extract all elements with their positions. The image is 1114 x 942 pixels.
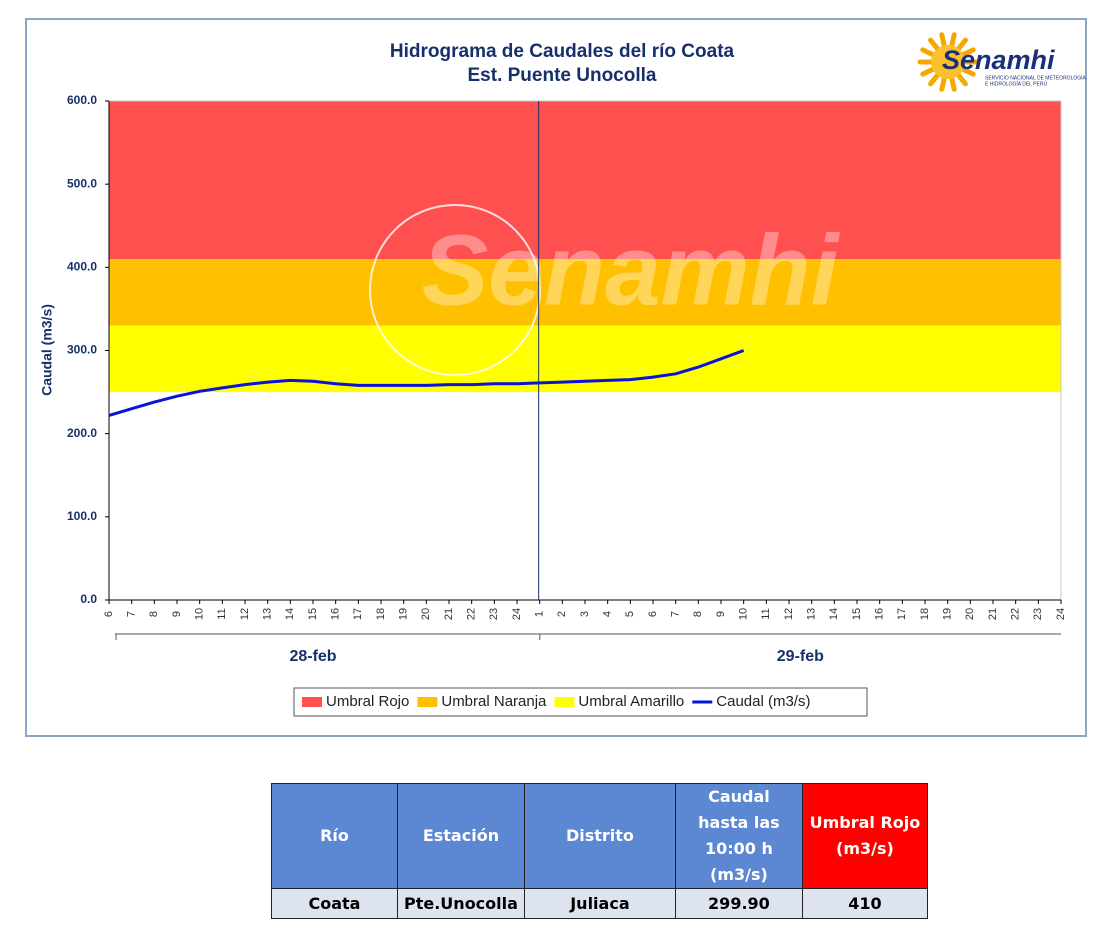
x-tick-label: 9 (171, 611, 183, 617)
x-tick-label: 17 (352, 608, 364, 620)
logo-ray (939, 32, 947, 49)
x-tick-label: 10 (738, 608, 750, 620)
data-row: Coata Pte.Unocolla Juliaca 299.90 410 (271, 888, 928, 919)
cell: 299.90 (674, 888, 803, 919)
x-tick-label: 6 (103, 611, 115, 617)
caudal-line (108, 349, 745, 417)
x-tick-label: 21 (443, 608, 455, 620)
watermark-sun (369, 204, 541, 376)
x-tick-label: 18 (375, 608, 387, 620)
group-label: 29-feb (777, 648, 824, 665)
x-tick-label: 22 (466, 608, 478, 620)
y-tick-label: 500.0 (67, 176, 97, 190)
cell: Pte.Unocolla (397, 888, 525, 919)
y-tick-label: 200.0 (67, 426, 97, 440)
x-tick-label: 12 (783, 608, 795, 620)
x-tick-label: 7 (126, 611, 138, 617)
logo-ray (920, 66, 937, 77)
x-tick-label: 18 (919, 608, 931, 620)
header-row: Río Estación Distrito Caudal hasta las 1… (271, 783, 928, 889)
x-tick-label: 9 (715, 611, 727, 617)
x-tick-label: 20 (420, 608, 432, 620)
logo-ray (939, 75, 947, 92)
chart: Hidrograma de Caudales del río Coata Est.… (25, 18, 1087, 737)
x-tick-label: 16 (330, 608, 342, 620)
logo-ray (959, 47, 976, 58)
x-tick-label: 1 (534, 611, 546, 617)
x-tick-label: 5 (624, 611, 636, 617)
y-tick-label: 0.0 (80, 592, 97, 606)
logo-ray (920, 47, 937, 58)
y-tick-label: 400.0 (67, 260, 97, 274)
x-tick-label: 19 (942, 608, 954, 620)
cell: Coata (271, 888, 398, 919)
x-tick-label: 23 (1032, 608, 1044, 620)
x-tick-label: 2 (556, 611, 568, 617)
legend-swatch (302, 697, 322, 707)
x-tick-label: 19 (398, 608, 410, 620)
chart-title: Est. Puente Unocolla (468, 65, 657, 86)
logo-ray (928, 37, 941, 52)
cell: Juliaca (523, 888, 676, 919)
header-cell: Distrito (523, 783, 676, 889)
logo-ray (949, 32, 957, 49)
logo-name: Senamhi (942, 45, 1055, 75)
logo-subtitle: SERVICIO NACIONAL DE METEOROLOGÍA (985, 74, 1087, 81)
threshold-band (109, 101, 1061, 260)
x-tick-label: 13 (262, 608, 274, 620)
x-tick-label: 14 (284, 608, 296, 620)
x-tick-label: 22 (1010, 608, 1022, 620)
header-cell: Río (271, 783, 398, 889)
x-tick-label: 3 (579, 611, 591, 617)
x-tick-label: 10 (194, 608, 206, 620)
logo-ray (928, 72, 941, 87)
x-tick-label: 23 (488, 608, 500, 620)
legend-label: Umbral Rojo (326, 693, 409, 710)
x-tick-label: 11 (216, 608, 228, 619)
logo-ray (959, 66, 976, 77)
y-tick-label: 600.0 (67, 93, 97, 107)
x-tick-label: 24 (511, 608, 523, 620)
legend-label: Umbral Naranja (441, 693, 547, 710)
x-tick-label: 8 (148, 611, 160, 617)
x-tick-label: 12 (239, 608, 251, 620)
logo-sun (931, 45, 965, 79)
chart-title: Hidrograma de Caudales del río Coata (390, 41, 735, 62)
x-tick-label: 8 (692, 611, 704, 617)
group-label: 28-feb (289, 648, 336, 665)
x-tick-label: 20 (964, 608, 976, 620)
x-tick-label: 13 (806, 608, 818, 620)
header-cell: Estación (397, 783, 525, 889)
threshold-band (109, 259, 1061, 326)
logo-subtitle: E HIDROLOGÍA DEL PERÚ (985, 80, 1047, 87)
x-tick-label: 6 (647, 611, 659, 617)
watermark: Senamhi (422, 214, 841, 326)
logo-ray (955, 72, 968, 87)
summary-table: Río Estación Distrito Caudal hasta las 1… (271, 783, 928, 919)
x-tick-label: 24 (1055, 608, 1067, 620)
x-tick-label: 15 (851, 608, 863, 620)
logo-ray (955, 37, 968, 52)
x-tick-label: 14 (828, 608, 840, 620)
legend-swatch (554, 697, 575, 707)
x-tick-label: 4 (602, 611, 614, 617)
y-tick-label: 100.0 (67, 509, 97, 523)
legend-label: Umbral Amarillo (578, 693, 684, 710)
header-cell: Caudal hasta las 10:00 h (m3/s) (674, 783, 803, 889)
legend-box (293, 687, 868, 717)
header-cell: Umbral Rojo (m3/s) (801, 783, 928, 889)
legend-swatch (417, 697, 438, 707)
x-tick-label: 11 (760, 608, 772, 619)
cell: 410 (801, 888, 928, 919)
logo-ray (949, 75, 957, 92)
x-tick-label: 17 (896, 608, 908, 620)
y-axis-label: Caudal (m3/s) (39, 304, 55, 396)
x-tick-label: 7 (670, 611, 682, 617)
x-tick-label: 16 (874, 608, 886, 620)
x-tick-label: 21 (987, 608, 999, 620)
legend-label: Caudal (m3/s) (716, 693, 810, 710)
x-tick-label: 15 (307, 608, 319, 620)
y-tick-label: 300.0 (67, 343, 97, 357)
